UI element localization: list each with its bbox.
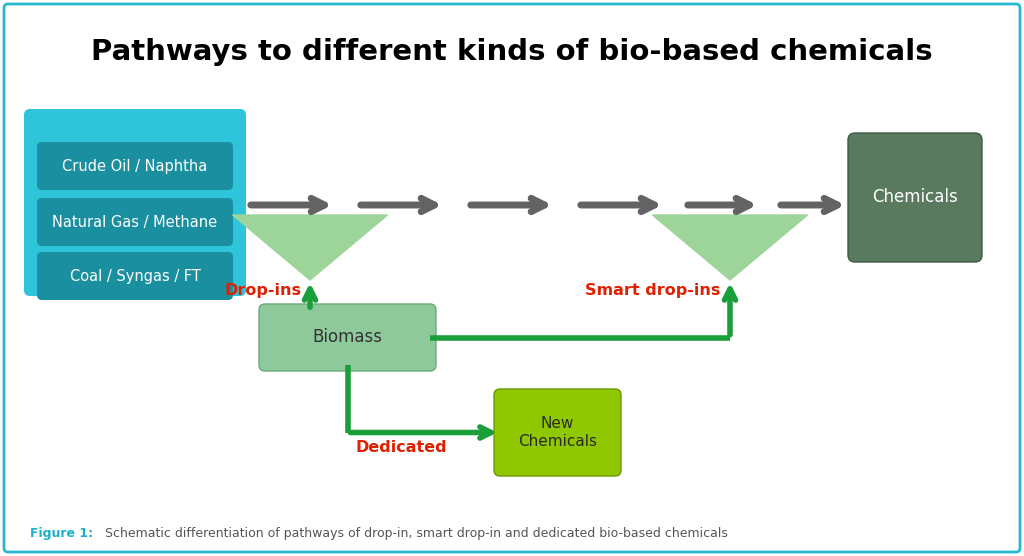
Text: Chemicals: Chemicals: [872, 188, 957, 206]
FancyBboxPatch shape: [259, 304, 436, 371]
FancyBboxPatch shape: [37, 252, 233, 300]
FancyBboxPatch shape: [4, 4, 1020, 552]
Polygon shape: [652, 215, 808, 280]
Text: Schematic differentiation of pathways of drop-in, smart drop-in and dedicated bi: Schematic differentiation of pathways of…: [105, 528, 728, 540]
FancyBboxPatch shape: [24, 109, 246, 296]
Text: Biomass: Biomass: [312, 329, 383, 346]
FancyBboxPatch shape: [37, 198, 233, 246]
FancyBboxPatch shape: [37, 142, 233, 190]
Polygon shape: [232, 215, 387, 280]
Text: Coal / Syngas / FT: Coal / Syngas / FT: [70, 269, 201, 284]
Text: New
Chemicals: New Chemicals: [518, 416, 597, 449]
Text: Figure 1:: Figure 1:: [30, 528, 93, 540]
Text: Smart drop-ins: Smart drop-ins: [585, 282, 720, 297]
FancyBboxPatch shape: [494, 389, 621, 476]
Text: Crude Oil / Naphtha: Crude Oil / Naphtha: [62, 158, 208, 173]
FancyBboxPatch shape: [848, 133, 982, 262]
Text: Natural Gas / Methane: Natural Gas / Methane: [52, 215, 217, 230]
Text: Pathways to different kinds of bio-based chemicals: Pathways to different kinds of bio-based…: [91, 38, 933, 66]
Text: Drop-ins: Drop-ins: [225, 282, 302, 297]
Text: Dedicated: Dedicated: [355, 440, 447, 455]
